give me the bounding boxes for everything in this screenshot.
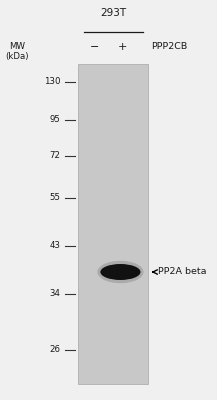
Text: 95: 95 [50, 116, 61, 124]
Text: 72: 72 [50, 152, 61, 160]
Text: 34: 34 [50, 290, 61, 298]
Ellipse shape [100, 264, 141, 280]
Text: 55: 55 [50, 194, 61, 202]
Text: 26: 26 [50, 346, 61, 354]
Text: +: + [118, 42, 127, 52]
Text: MW
(kDa): MW (kDa) [6, 42, 29, 61]
Text: PP2A beta: PP2A beta [158, 268, 207, 276]
Bar [78, 64, 148, 384]
Text: PPP2CB: PPP2CB [151, 42, 187, 51]
Text: 43: 43 [50, 242, 61, 250]
Text: −: − [90, 42, 99, 52]
Text: 130: 130 [44, 78, 61, 86]
Text: 293T: 293T [100, 8, 126, 18]
Ellipse shape [97, 261, 143, 283]
